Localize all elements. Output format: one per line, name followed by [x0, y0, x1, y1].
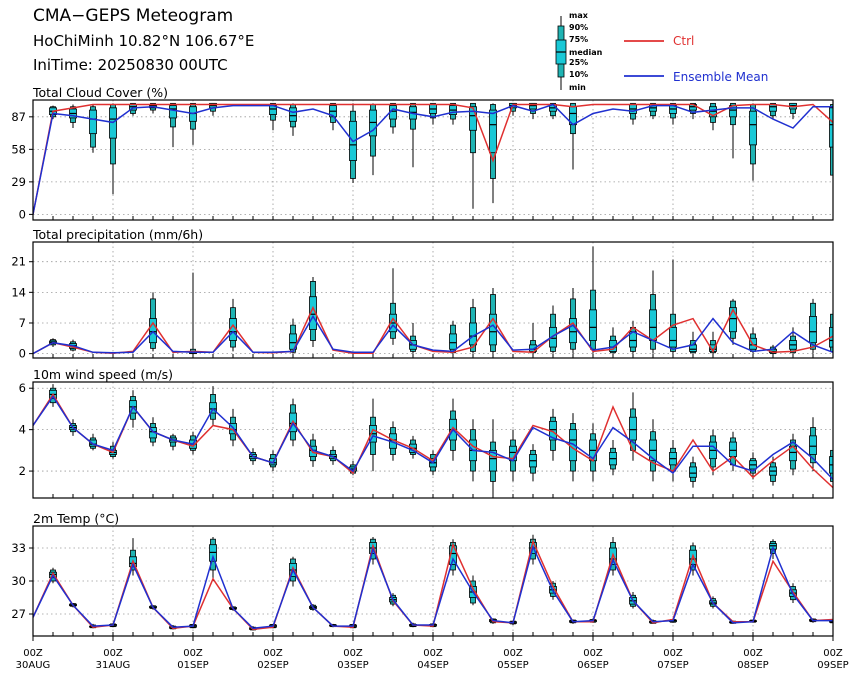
x-tick-date: 05SEP: [497, 660, 528, 671]
x-tick-date: 09SEP: [817, 660, 848, 671]
box-iqr: [489, 109, 497, 154]
box-iqr: [549, 326, 557, 348]
ensemble-mean-line: [33, 395, 833, 480]
box-iqr: [289, 107, 297, 122]
legend-box-label: max: [569, 11, 589, 20]
ensemble-mean-line: [33, 314, 833, 355]
box-iqr: [309, 296, 317, 330]
box-iqr: [629, 416, 637, 441]
box-iqr: [689, 466, 697, 478]
location-line: HoChiMinh 10.82°N 106.67°E: [33, 32, 255, 50]
x-tick-hour: 00Z: [343, 648, 363, 659]
panel-title: 10m wind speed (m/s): [33, 367, 173, 382]
y-tick-label: 2: [19, 464, 26, 478]
y-tick-label: 0: [19, 347, 26, 361]
box-iqr: [149, 318, 157, 344]
box-outer-range: [851, 469, 856, 488]
panel-series: [33, 384, 857, 498]
x-tick-hour: 00Z: [743, 648, 763, 659]
panel-series: [33, 102, 833, 215]
x-tick-hour: 00Z: [503, 648, 523, 659]
box-iqr: [850, 473, 857, 483]
panel-frame: [32, 99, 834, 221]
box-iqr: [850, 343, 857, 352]
box-iqr: [809, 435, 817, 455]
box-iqr: [829, 107, 833, 148]
ensemble-mean-line: [33, 103, 833, 215]
ctrl-line: [33, 103, 833, 215]
legend-mean-label: Ensemble Mean: [673, 70, 768, 84]
box-iqr: [669, 326, 677, 348]
box-iqr: [729, 307, 737, 333]
x-tick-hour: 00Z: [583, 648, 603, 659]
y-tick-label: 6: [19, 381, 26, 395]
box-iqr: [449, 333, 457, 350]
init-time-line: IniTime: 20250830 00UTC: [33, 56, 228, 74]
box-iqr: [649, 309, 657, 341]
x-tick-date: 02SEP: [257, 660, 288, 671]
legend-box-label: min: [569, 83, 586, 92]
y-tick-label: 14: [11, 285, 26, 299]
x-tick-hour: 00Z: [183, 648, 203, 659]
box-iqr: [589, 309, 597, 341]
x-tick-date: 01SEP: [177, 660, 208, 671]
chart-header: CMA−GEPS Meteogram HoChiMinh 10.82°N 106…: [0, 0, 860, 100]
x-tick-date: 03SEP: [337, 660, 368, 671]
legend-box-label: 25%: [569, 58, 588, 67]
x-tick-hour: 00Z: [23, 648, 43, 659]
x-tick-hour: 00Z: [663, 648, 683, 659]
y-tick-label: 29: [11, 175, 26, 189]
y-tick-label: 58: [11, 142, 26, 156]
y-tick-label: 7: [19, 316, 26, 330]
box-iqr: [489, 449, 497, 472]
y-tick-label: 33: [11, 541, 26, 555]
x-tick-date: 06SEP: [577, 660, 608, 671]
y-tick-label: 21: [11, 255, 26, 269]
box-iqr: [749, 110, 757, 146]
box-iqr: [809, 316, 817, 344]
legend-box-label: 10%: [569, 70, 588, 79]
y-tick-label: 30: [11, 574, 26, 588]
chart-title: CMA−GEPS Meteogram: [33, 6, 234, 26]
legend-box-label: 90%: [569, 23, 588, 32]
box-iqr: [169, 105, 177, 119]
box-iqr: [89, 439, 97, 447]
x-tick-date: 08SEP: [737, 660, 768, 671]
x-tick-date: 31AUG: [96, 660, 131, 671]
x-tick-date: 07SEP: [657, 660, 688, 671]
panel-title: Total Cloud Cover (%): [32, 85, 168, 100]
ctrl-line: [33, 305, 833, 355]
y-tick-label: 27: [11, 607, 26, 621]
panel-series: [33, 534, 833, 631]
legend-box-label: median: [569, 48, 603, 57]
panel-frame: [32, 241, 834, 359]
panel-series: [33, 246, 857, 355]
box-iqr: [729, 441, 737, 457]
panel-title: Total precipitation (mm/6h): [32, 227, 203, 242]
y-tick-label: 4: [19, 423, 26, 437]
x-tick-hour: 00Z: [103, 648, 123, 659]
ensemble-mean-line: [33, 544, 833, 630]
legend-ctrl-label: Ctrl: [673, 34, 694, 48]
x-tick-hour: 00Z: [263, 648, 283, 659]
x-tick-hour: 00Z: [423, 648, 443, 659]
panel-title: 2m Temp (°C): [33, 511, 119, 526]
x-tick-date: 30AUG: [16, 660, 51, 671]
box-outer-range: [851, 338, 856, 352]
legend-box-label: 75%: [569, 35, 588, 44]
x-tick-hour: 00Z: [823, 648, 843, 659]
y-tick-label: 0: [19, 207, 26, 221]
box-iqr: [289, 333, 297, 350]
y-tick-label: 87: [11, 110, 26, 124]
panel-frame: [32, 381, 834, 499]
box-iqr: [469, 106, 477, 131]
box-iqr: [89, 109, 97, 135]
x-tick-date: 04SEP: [417, 660, 448, 671]
